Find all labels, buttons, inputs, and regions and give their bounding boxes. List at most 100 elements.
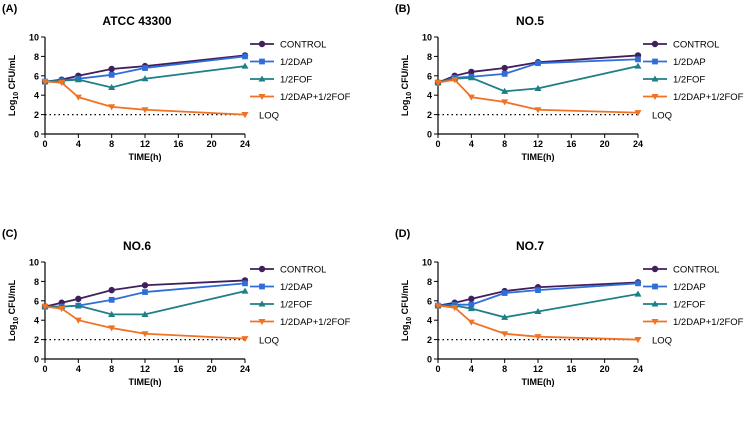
- panel-label: (D): [395, 228, 411, 240]
- y-axis-label-unit: CFU/mL: [7, 279, 17, 317]
- x-tick-label: 8: [109, 139, 114, 149]
- data-point: [108, 71, 115, 78]
- y-tick-label: 10: [29, 33, 39, 43]
- y-tick-label: 10: [422, 33, 432, 43]
- y-axis-label-unit: CFU/mL: [7, 54, 17, 92]
- data-point: [258, 300, 266, 307]
- legend-label: 1/2DAP: [280, 282, 313, 293]
- y-tick-label: 2: [34, 335, 39, 345]
- data-point: [241, 287, 249, 294]
- data-point: [74, 94, 82, 101]
- series-line: [44, 80, 246, 116]
- y-axis-label-log: Log: [7, 100, 17, 117]
- data-point: [108, 65, 115, 73]
- x-tick-label: 12: [533, 139, 543, 149]
- data-point: [242, 280, 248, 287]
- y-tick-label: 8: [34, 277, 39, 287]
- series-1-2fof: [434, 62, 642, 94]
- data-point: [651, 40, 659, 48]
- x-tick-label: 4: [469, 139, 474, 149]
- data-point: [108, 310, 116, 317]
- y-tick-label: 0: [34, 130, 39, 140]
- data-point: [259, 58, 265, 65]
- y-tick-label: 4: [34, 316, 39, 326]
- y-axis-label-log: Log: [400, 325, 410, 342]
- x-tick-label: 0: [435, 364, 440, 374]
- data-point: [634, 110, 642, 117]
- data-point: [258, 265, 266, 273]
- data-point: [651, 265, 659, 273]
- data-point: [534, 107, 542, 114]
- data-point: [74, 76, 82, 83]
- data-point: [451, 77, 459, 84]
- y-axis-label-subscript: 10: [406, 317, 413, 325]
- y-axis-label: Log10 CFU/mL: [400, 279, 413, 341]
- x-tick-label: 20: [207, 139, 217, 149]
- legend-label: 1/2DAP+1/2FOF: [280, 92, 351, 103]
- data-point: [141, 331, 149, 338]
- y-tick-label: 8: [427, 277, 432, 287]
- y-axis-label-log: Log: [7, 325, 17, 342]
- legend-label: CONTROL: [673, 265, 719, 276]
- data-point: [468, 68, 475, 76]
- data-point: [468, 295, 475, 303]
- x-tick-label: 20: [600, 139, 610, 149]
- data-point: [651, 75, 659, 82]
- series-1-2dap: [435, 56, 641, 86]
- data-point: [652, 58, 658, 65]
- y-tick-label: 8: [427, 52, 432, 62]
- x-tick-label: 8: [502, 139, 507, 149]
- data-point: [258, 75, 266, 82]
- data-point: [108, 296, 115, 303]
- legend-label: 1/2DAP+1/2FOF: [673, 317, 744, 328]
- data-point: [258, 318, 266, 326]
- y-axis-label-subscript: 10: [406, 92, 413, 100]
- data-point: [651, 300, 659, 307]
- legend-label: 1/2FOF: [280, 75, 312, 86]
- y-tick-label: 2: [34, 110, 39, 120]
- data-point: [108, 83, 116, 90]
- x-tick-label: 0: [42, 364, 47, 374]
- series-1-2dap-1-2fof: [41, 304, 249, 343]
- x-tick-label: 24: [240, 364, 250, 374]
- y-axis-label: Log10 CFU/mL: [7, 279, 20, 341]
- data-point: [635, 56, 641, 63]
- y-tick-label: 10: [29, 258, 39, 268]
- data-point: [108, 325, 116, 332]
- x-tick-label: 4: [76, 364, 81, 374]
- data-point: [141, 310, 149, 317]
- data-point: [41, 304, 49, 311]
- data-point: [635, 280, 641, 287]
- legend-label: 1/2FOF: [673, 300, 705, 311]
- x-axis-label: TIME(h): [522, 377, 555, 387]
- data-point: [467, 74, 475, 81]
- x-axis-label: TIME(h): [129, 152, 162, 162]
- data-point: [534, 307, 542, 315]
- data-point: [142, 289, 148, 295]
- y-tick-label: 0: [427, 130, 432, 140]
- series-line: [437, 304, 639, 341]
- series-line: [437, 78, 639, 114]
- data-point: [501, 99, 509, 106]
- y-tick-label: 0: [427, 355, 432, 365]
- x-tick-label: 8: [109, 364, 114, 374]
- x-tick-label: 12: [140, 139, 150, 149]
- panel-label: (A): [2, 3, 18, 15]
- legend-label: 1/2DAP: [673, 57, 706, 68]
- data-point: [534, 84, 542, 91]
- y-axis-label: Log10 CFU/mL: [400, 54, 413, 116]
- data-point: [258, 93, 266, 101]
- data-point: [108, 104, 116, 111]
- legend-label: CONTROL: [280, 40, 326, 51]
- y-tick-label: 10: [422, 258, 432, 268]
- data-point: [242, 53, 248, 60]
- series-line: [44, 305, 246, 340]
- data-point: [501, 87, 509, 94]
- y-axis-label-unit: CFU/mL: [400, 279, 410, 317]
- legend-label: 1/2FOF: [280, 300, 312, 311]
- data-point: [467, 94, 475, 101]
- loq-label: LOQ: [259, 336, 279, 347]
- data-point: [634, 62, 642, 69]
